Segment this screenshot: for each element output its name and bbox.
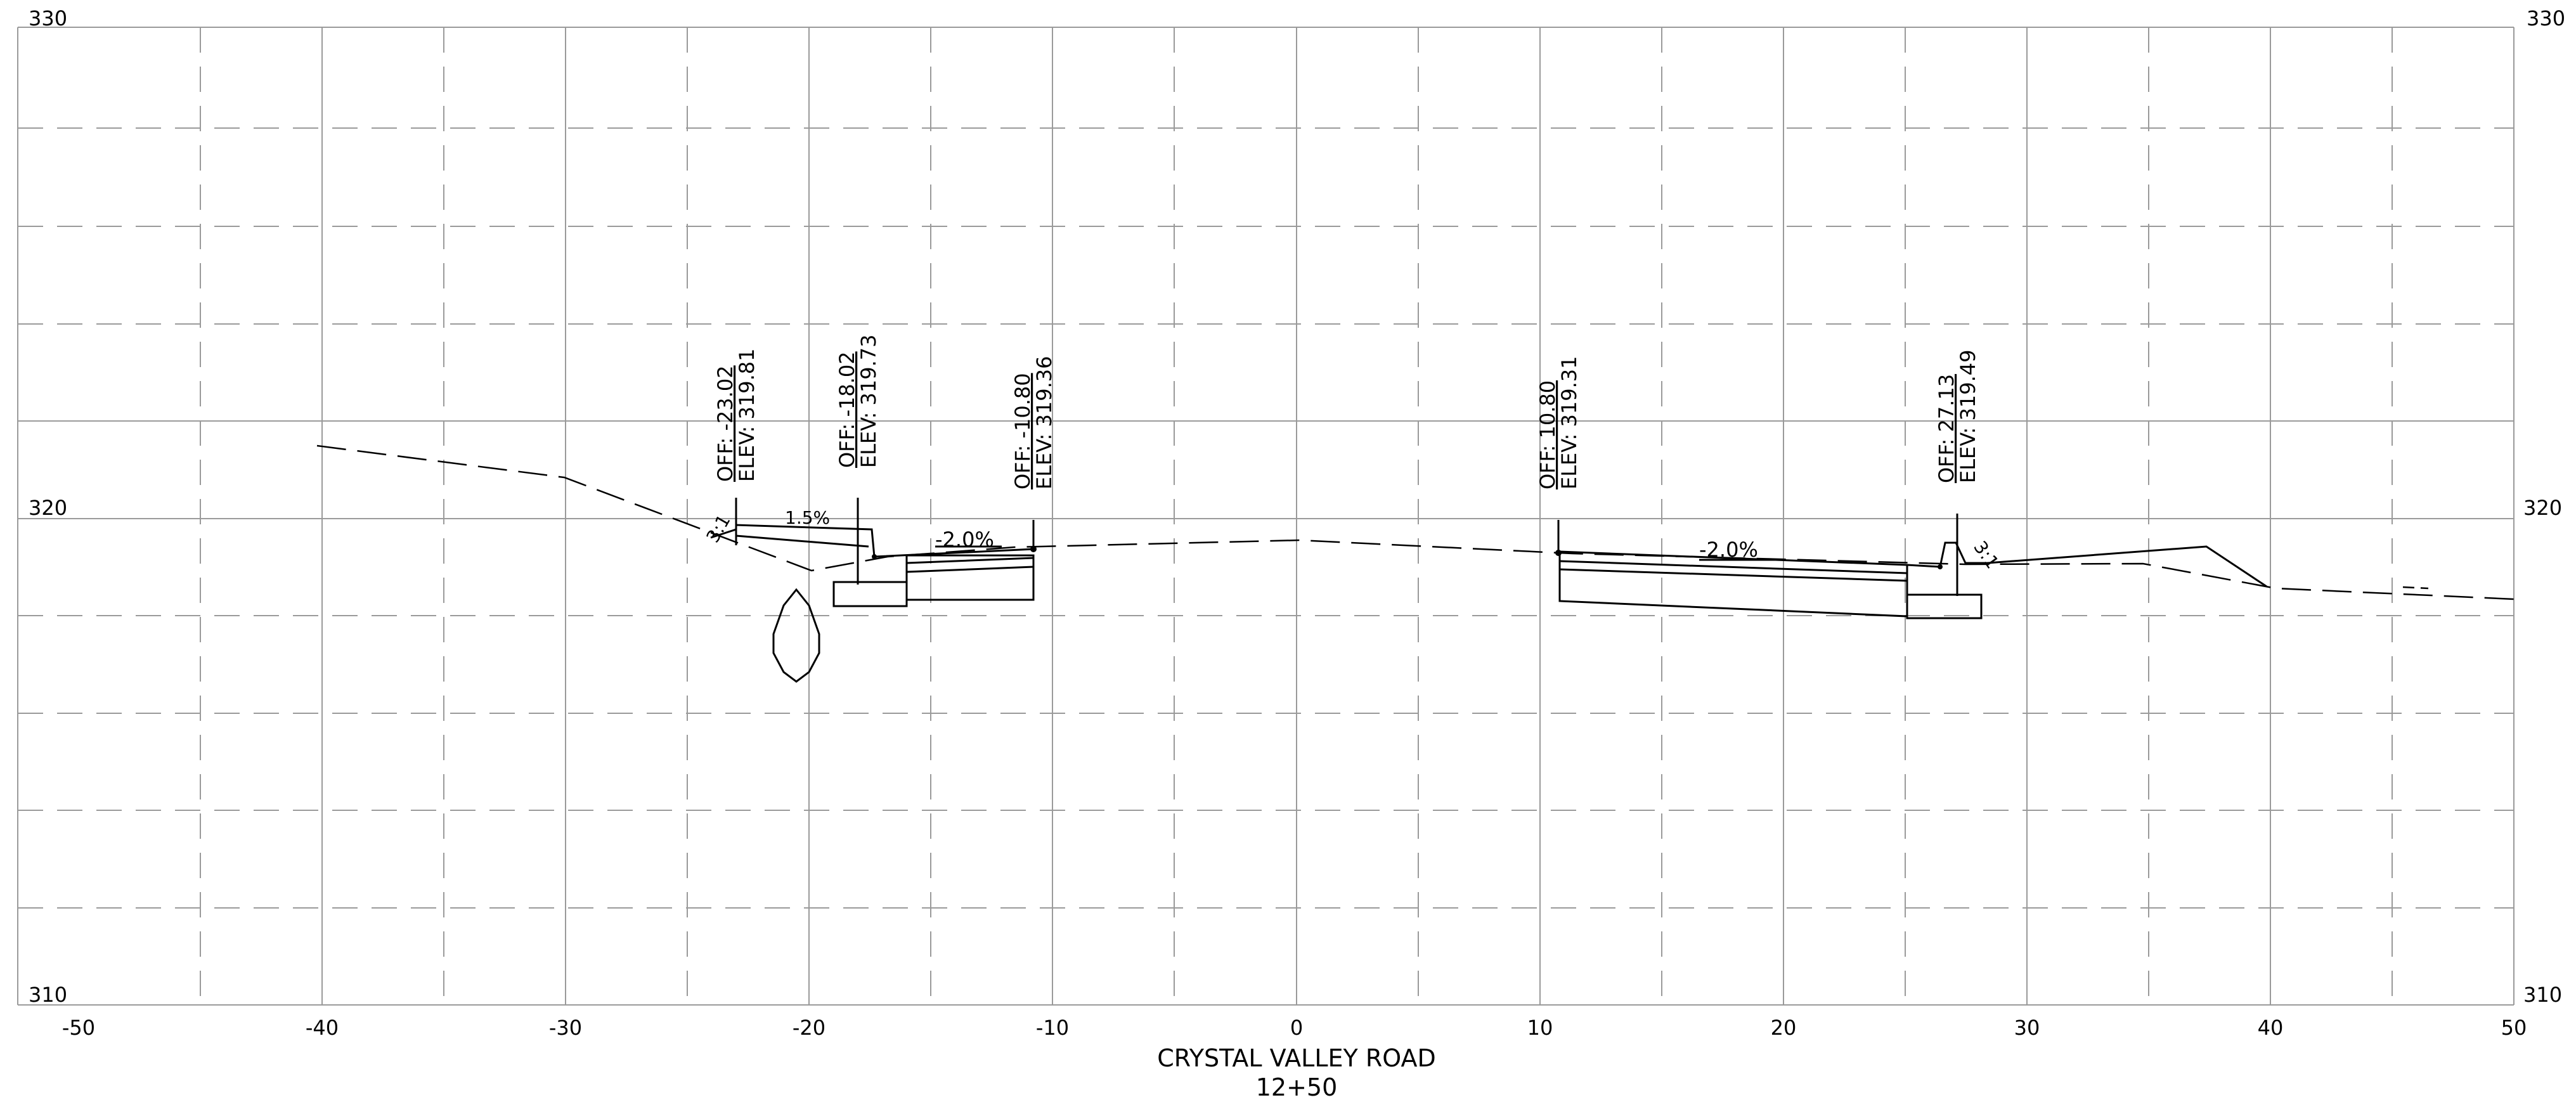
existing-ground-fragment xyxy=(2402,586,2429,590)
left-pavement-layer xyxy=(906,557,1034,564)
x-tick-label: -50 xyxy=(62,1016,95,1040)
left-side-slope-line xyxy=(710,524,1034,558)
left-pavement-layer xyxy=(906,566,1034,573)
y-label-right: 310 xyxy=(2523,983,2562,1007)
callout-offset: OFF: -18.02 xyxy=(835,351,859,468)
proposed-section-right xyxy=(1558,541,2267,619)
y-label-left: 320 xyxy=(29,496,67,520)
x-tick-label: -20 xyxy=(793,1016,825,1040)
x-tick-label: 0 xyxy=(1290,1016,1303,1040)
y-label-left: 330 xyxy=(29,6,67,30)
callout: OFF: 10.80 ELEV: 319.31 xyxy=(1536,356,1581,489)
callout: OFF: -18.02 ELEV: 319.73 xyxy=(835,335,881,468)
x-tick-label: -40 xyxy=(306,1016,339,1040)
y-label-right: 330 xyxy=(2527,6,2565,30)
sheet-station: 12+50 xyxy=(1256,1073,1338,1101)
node-dot xyxy=(1555,550,1562,556)
right-pavement-layer xyxy=(1559,568,1908,582)
stakes-right xyxy=(1557,514,1958,596)
right-curb-block xyxy=(1906,593,1983,619)
x-tick-label: 30 xyxy=(2014,1016,2040,1040)
left-pavement-box xyxy=(905,554,1035,601)
slope-label-lane-right: -2.0% xyxy=(1699,538,1758,562)
x-tick-label: 40 xyxy=(2258,1016,2284,1040)
y-label-right: 320 xyxy=(2523,496,2562,520)
node-dot xyxy=(1938,564,1943,569)
grid xyxy=(17,27,2515,1006)
y-label-left: 310 xyxy=(29,983,67,1007)
x-tick-label: 20 xyxy=(1771,1016,1797,1040)
culvert-octagon xyxy=(772,588,820,683)
callout-offset: OFF: -10.80 xyxy=(1011,373,1035,489)
callout: OFF: -10.80 ELEV: 319.36 xyxy=(1011,356,1056,489)
right-pavement-layer xyxy=(1559,560,1908,574)
x-tick-label: 50 xyxy=(2501,1016,2527,1040)
slope-label-side-right: 3:1 xyxy=(1969,537,2003,573)
callout-elevation: ELEV: 319.81 xyxy=(735,349,759,482)
callout-elevation: ELEV: 319.36 xyxy=(1032,356,1056,489)
callout-elevation: ELEV: 319.49 xyxy=(1956,350,1980,483)
sheet-title: CRYSTAL VALLEY ROAD xyxy=(1157,1044,1435,1072)
x-tick-label: -30 xyxy=(549,1016,582,1040)
callout-elevation: ELEV: 319.73 xyxy=(857,335,881,468)
callout-offset: OFF: 10.80 xyxy=(1536,380,1560,489)
callout-offset: OFF: -23.02 xyxy=(713,365,737,482)
callout-elevation: ELEV: 319.31 xyxy=(1557,356,1581,489)
x-tick-label: 10 xyxy=(1527,1016,1553,1040)
right-pavement-outline xyxy=(1558,552,1908,618)
slope-label-sidewalk-left: 1.5% xyxy=(785,507,830,528)
right-lane-surface xyxy=(1559,541,2267,588)
existing-ground-line xyxy=(316,444,2515,600)
x-tick-label: -10 xyxy=(1036,1016,1069,1040)
node-dot xyxy=(872,554,877,559)
node-dots xyxy=(872,546,1943,569)
stakes-left xyxy=(735,498,1035,585)
slope-label-side-left: 3:1 xyxy=(702,511,734,547)
callout: OFF: 27.13 ELEV: 319.49 xyxy=(1934,350,1980,483)
node-dot xyxy=(1030,546,1037,552)
left-curb-block xyxy=(832,581,908,607)
x-axis-labels: -50 -40 -30 -20 -10 0 10 20 30 40 50 xyxy=(62,1016,2527,1040)
callout: OFF: -23.02 ELEV: 319.81 xyxy=(713,349,759,482)
proposed-section-left xyxy=(710,524,1035,607)
left-sidewalk-bottom xyxy=(735,534,869,548)
callout-offset: OFF: 27.13 xyxy=(1934,374,1958,483)
slope-label-lane-left: -2.0% xyxy=(935,528,994,552)
